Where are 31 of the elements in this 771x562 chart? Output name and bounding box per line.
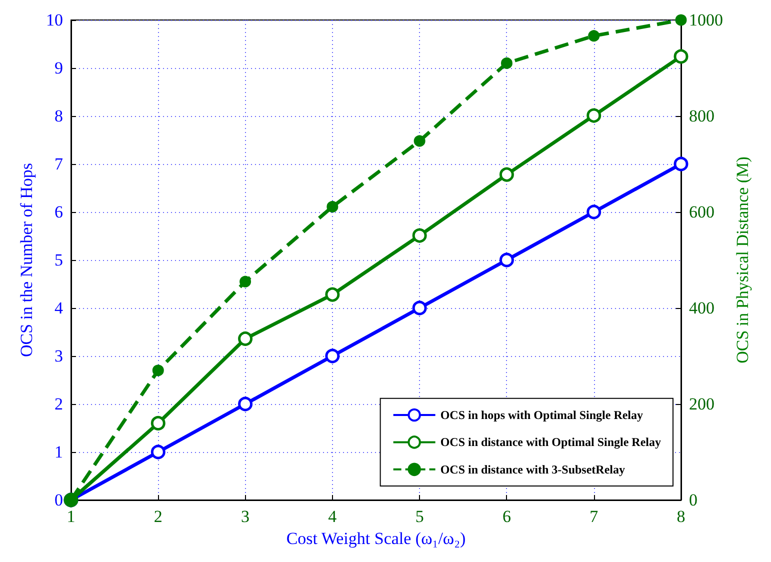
y-tick-label: 8 (54, 106, 63, 126)
y-tick-label: 5 (54, 250, 63, 270)
x-tick-label: 7 (590, 507, 599, 526)
y-tick-label: 2 (54, 394, 63, 414)
legend-label: OCS in distance with 3-SubsetRelay (440, 462, 625, 476)
y2-tick-label: 800 (689, 106, 714, 126)
y2-axis-title: OCS in Physical Distance (M) (732, 156, 752, 364)
y-axis-title: OCS in the Number of Hops (17, 162, 36, 358)
y2-tick-label: 200 (689, 394, 714, 414)
y-tick-label: 9 (54, 58, 63, 78)
y-tick-label: 7 (54, 154, 64, 174)
x-tick-label: 1 (66, 507, 76, 526)
x-tick-label: 3 (241, 507, 250, 526)
y-tick-label: 1 (54, 442, 63, 462)
y-tick-label: 0 (54, 490, 63, 510)
legend-label: OCS in distance with Optimal Single Relay (440, 435, 661, 450)
x-axis-title: Cost Weight Scale (ω₁/ω₂) (286, 529, 466, 548)
y-tick-label: 10 (46, 10, 63, 30)
y2-tick-label: 0 (689, 490, 698, 510)
x-tick-label: 6 (502, 507, 511, 526)
y-tick-label: 6 (54, 202, 63, 222)
x-tick-label: 8 (676, 507, 686, 526)
y-tick-label: 3 (54, 346, 63, 366)
y-tick-label: 4 (54, 298, 64, 318)
legend-label: OCS in hops with Optimal Single Relay (440, 408, 644, 422)
x-tick-label: 4 (328, 507, 338, 526)
y2-tick-label: 600 (689, 202, 714, 222)
x-tick-label: 2 (154, 507, 162, 526)
y2-tick-label: 1000 (689, 10, 723, 30)
x-tick-label: 5 (415, 507, 424, 526)
y2-tick-label: 400 (689, 298, 714, 318)
